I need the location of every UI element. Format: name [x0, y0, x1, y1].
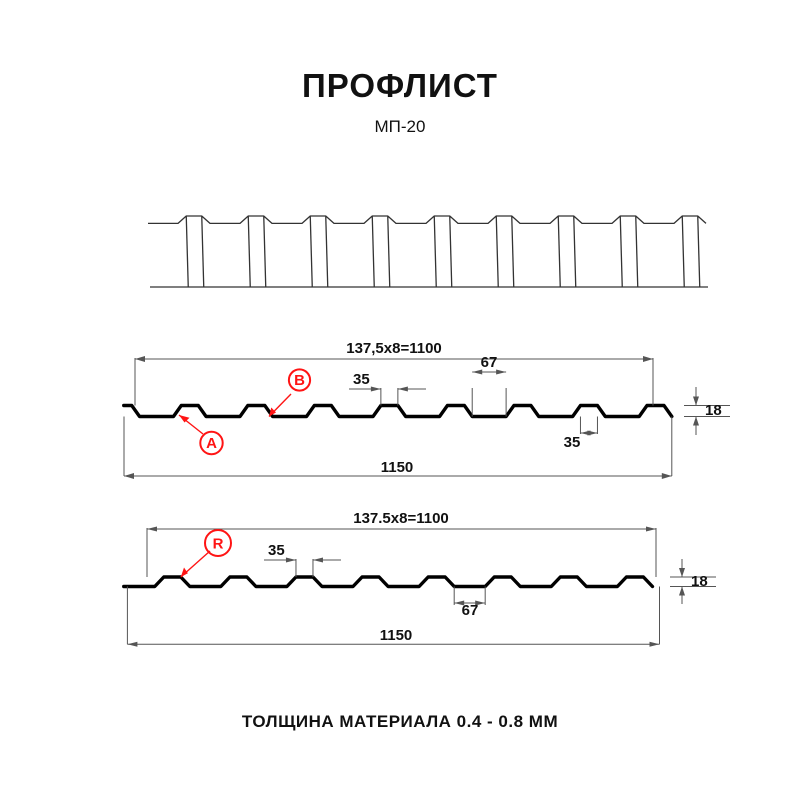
svg-text:1150: 1150 [380, 627, 413, 644]
svg-text:35: 35 [268, 542, 285, 559]
svg-text:R: R [213, 536, 224, 553]
svg-text:137.5x8=1100: 137.5x8=1100 [353, 510, 449, 527]
svg-text:18: 18 [691, 573, 708, 590]
svg-text:67: 67 [462, 602, 479, 619]
